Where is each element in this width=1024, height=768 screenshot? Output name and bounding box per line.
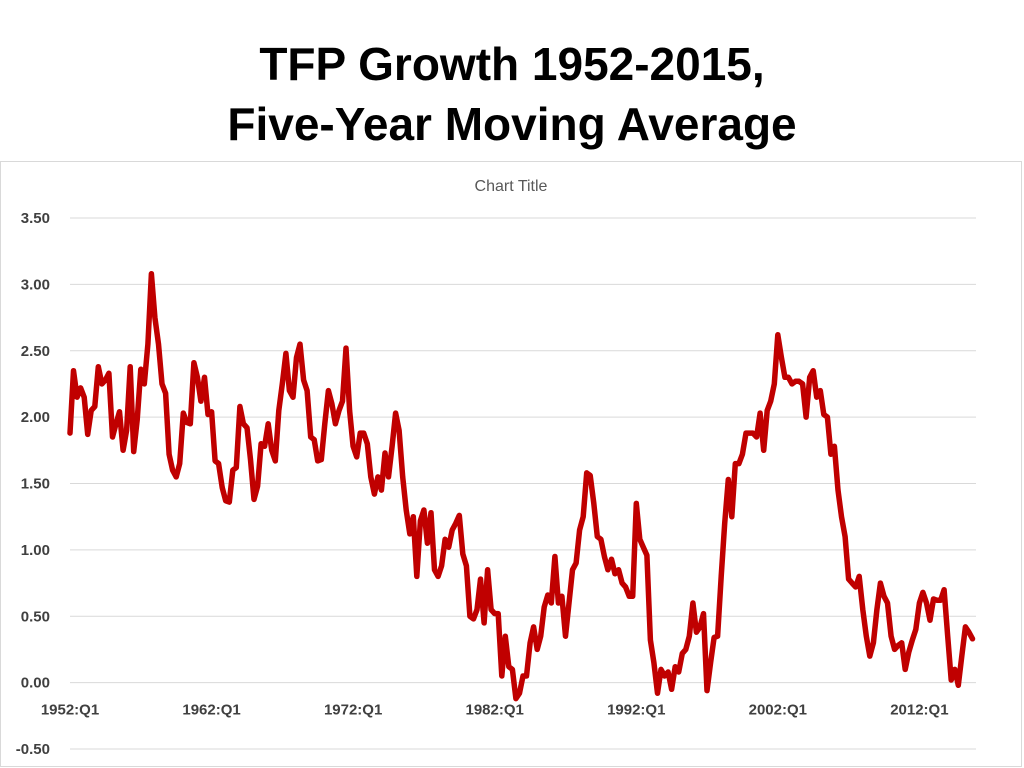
y-tick-label: 1.50 (21, 476, 50, 493)
y-tick-label: 3.00 (21, 276, 50, 293)
y-tick-label: 0.00 (21, 675, 50, 692)
y-tick-label: 2.50 (21, 343, 50, 360)
y-tick-label: 2.00 (21, 409, 50, 426)
x-tick-label: 2002:Q1 (749, 702, 807, 719)
x-tick-label: 1952:Q1 (41, 702, 99, 719)
y-tick-label: -0.50 (16, 741, 50, 758)
chart-area (0, 161, 1022, 767)
x-tick-label: 2012:Q1 (890, 702, 948, 719)
x-tick-label: 1962:Q1 (182, 702, 240, 719)
y-tick-label: 0.50 (21, 608, 50, 625)
slide-title-line-2: Five-Year Moving Average (227, 98, 797, 150)
slide-title-line-1: TFP Growth 1952-2015, (259, 38, 765, 90)
chart-title: Chart Title (475, 178, 548, 195)
x-tick-label: 1992:Q1 (607, 702, 665, 719)
y-tick-label: 1.00 (21, 542, 50, 559)
y-tick-label: 3.50 (21, 210, 50, 227)
x-tick-label: 1982:Q1 (466, 702, 524, 719)
series-line (67, 271, 976, 702)
x-tick-label: 1972:Q1 (324, 702, 382, 719)
slide-title: TFP Growth 1952-2015, Five-Year Moving A… (0, 34, 1024, 154)
